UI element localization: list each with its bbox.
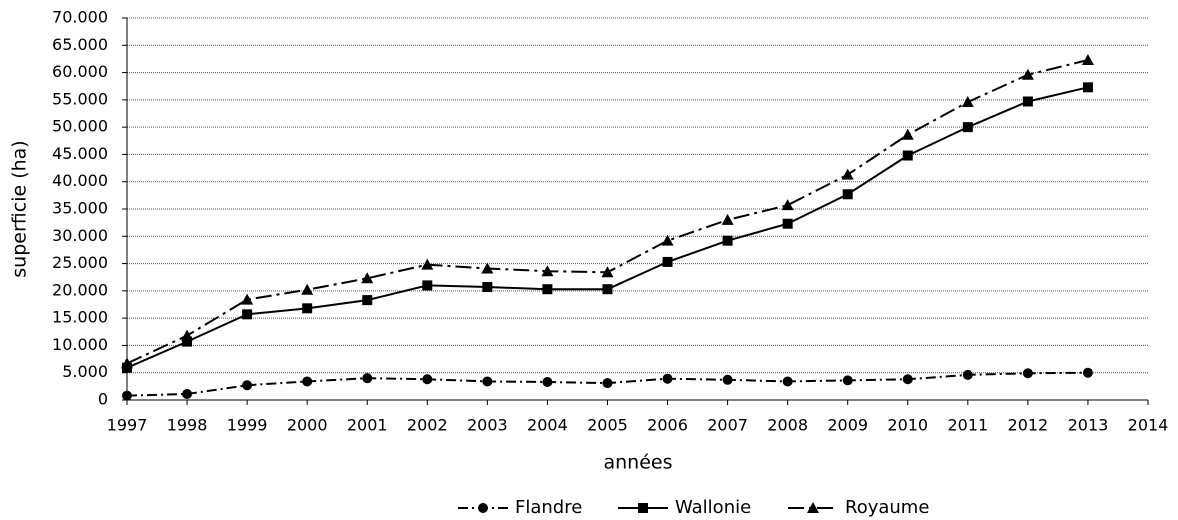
data-point: [422, 280, 433, 291]
data-point: [542, 284, 553, 295]
x-tick-label: 2008: [767, 416, 808, 435]
y-tick-label: 35.000: [52, 199, 108, 218]
data-point: [1082, 82, 1093, 93]
data-point: [481, 262, 494, 274]
y-tick-label: 55.000: [52, 89, 108, 108]
x-tick-label: 2007: [707, 416, 748, 435]
y-tick-label: 20.000: [52, 280, 108, 299]
data-point: [782, 376, 793, 387]
data-point: [902, 150, 913, 161]
x-tick-label: 2001: [347, 416, 388, 435]
y-tick-label: 60.000: [52, 62, 108, 81]
x-tick-label: 1998: [167, 416, 208, 435]
legend-item: Royaume: [788, 497, 929, 518]
y-tick-label: 50.000: [52, 117, 108, 136]
data-point: [1082, 367, 1093, 378]
data-point: [602, 378, 613, 389]
data-point: [122, 390, 132, 401]
data-point: [601, 266, 614, 278]
data-point: [1022, 96, 1033, 107]
data-point: [541, 265, 554, 277]
y-tick-label: 70.000: [52, 8, 108, 27]
data-point: [721, 213, 734, 225]
y-tick-label: 65.000: [52, 35, 108, 54]
data-point: [602, 284, 613, 295]
legend-marker: [807, 502, 819, 513]
legend-item: Flandre: [458, 497, 582, 518]
x-axis-title: années: [603, 452, 672, 474]
data-point: [421, 258, 434, 270]
legend-marker: [638, 503, 648, 513]
x-tick-label: 2013: [1068, 416, 1109, 435]
data-point: [722, 235, 733, 246]
data-point: [962, 122, 973, 133]
data-point: [482, 376, 493, 387]
y-tick-label: 30.000: [52, 226, 108, 245]
data-point: [241, 293, 254, 305]
y-tick-label: 15.000: [52, 308, 108, 327]
data-point: [722, 374, 733, 385]
data-point: [662, 256, 673, 267]
data-point: [242, 380, 253, 391]
x-tick-label: 2003: [467, 416, 508, 435]
y-tick-label: 0: [98, 390, 108, 409]
x-tick-label: 1999: [227, 416, 268, 435]
data-point: [542, 376, 553, 387]
data-point: [361, 272, 374, 284]
data-point: [1021, 68, 1034, 80]
data-point: [782, 218, 793, 229]
y-axis-title: superficie (ha): [9, 140, 31, 277]
data-point: [901, 128, 914, 140]
data-point: [182, 388, 193, 399]
data-point: [1081, 54, 1094, 66]
y-tick-label: 40.000: [52, 171, 108, 190]
x-tick-label: 2004: [527, 416, 568, 435]
legend-item: Wallonie: [618, 497, 751, 518]
data-point: [242, 309, 253, 320]
legend-label: Royaume: [845, 497, 929, 518]
x-tick-label: 2005: [587, 416, 628, 435]
x-tick-label: 1997: [107, 416, 148, 435]
data-point: [121, 357, 133, 369]
data-point: [902, 374, 913, 385]
data-point: [962, 369, 973, 380]
legend-label: Wallonie: [675, 497, 751, 518]
x-tick-label: 2000: [287, 416, 328, 435]
data-point: [841, 168, 854, 180]
data-point: [842, 375, 853, 386]
data-point: [302, 376, 313, 387]
legend-marker: [478, 503, 488, 513]
legend-label: Flandre: [515, 497, 582, 518]
x-tick-label: 2009: [827, 416, 868, 435]
y-tick-label: 10.000: [52, 335, 108, 354]
x-tick-label: 2010: [887, 416, 928, 435]
data-point: [781, 199, 794, 211]
data-point: [961, 96, 974, 108]
data-point: [842, 189, 853, 200]
y-tick-label: 45.000: [52, 144, 108, 163]
x-tick-label: 2014: [1128, 416, 1169, 435]
data-point: [362, 373, 373, 384]
data-point: [182, 336, 193, 347]
x-tick-label: 2011: [947, 416, 988, 435]
series-line: [126, 86, 1089, 369]
data-point: [482, 282, 493, 293]
x-tick-label: 2006: [647, 416, 688, 435]
data-point: [301, 283, 314, 295]
data-point: [181, 329, 194, 341]
x-tick-label: 2002: [407, 416, 448, 435]
x-tick-label: 2012: [1008, 416, 1049, 435]
data-point: [422, 374, 433, 385]
y-tick-label: 25.000: [52, 253, 108, 272]
data-point: [1022, 368, 1033, 379]
data-point: [661, 234, 674, 246]
data-point: [362, 295, 373, 306]
data-point: [302, 303, 313, 314]
data-point: [662, 373, 673, 384]
y-tick-label: 5.000: [62, 362, 108, 381]
